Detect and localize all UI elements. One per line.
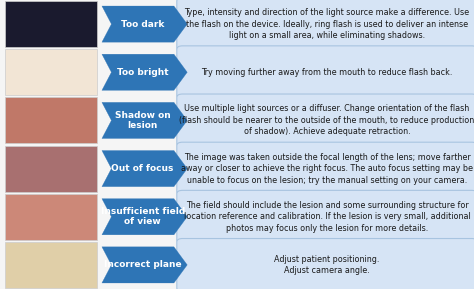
Polygon shape <box>102 199 187 235</box>
FancyBboxPatch shape <box>177 238 474 289</box>
Text: Try moving further away from the mouth to reduce flash back.: Try moving further away from the mouth t… <box>201 68 453 77</box>
Text: Insufficient field
of view: Insufficient field of view <box>100 207 185 227</box>
Text: Too bright: Too bright <box>117 68 168 77</box>
FancyBboxPatch shape <box>5 194 97 240</box>
FancyBboxPatch shape <box>177 190 474 243</box>
Text: Type, intensity and direction of the light source make a difference. Use
the fla: Type, intensity and direction of the lig… <box>184 8 470 40</box>
FancyBboxPatch shape <box>5 242 97 288</box>
FancyBboxPatch shape <box>177 0 474 51</box>
Text: Shadow on
lesion: Shadow on lesion <box>115 111 171 130</box>
Text: Incorrect plane: Incorrect plane <box>104 260 182 269</box>
Text: The field should include the lesion and some surrounding structure for
location : The field should include the lesion and … <box>184 201 470 233</box>
Polygon shape <box>102 151 187 187</box>
FancyBboxPatch shape <box>5 146 97 192</box>
FancyBboxPatch shape <box>5 49 97 95</box>
Polygon shape <box>102 54 187 90</box>
FancyBboxPatch shape <box>5 97 97 143</box>
FancyBboxPatch shape <box>177 142 474 195</box>
FancyBboxPatch shape <box>177 46 474 99</box>
Text: Out of focus: Out of focus <box>111 164 174 173</box>
FancyBboxPatch shape <box>177 94 474 147</box>
Text: Adjust patient positioning.
Adjust camera angle.: Adjust patient positioning. Adjust camer… <box>274 255 380 275</box>
Polygon shape <box>102 102 187 138</box>
Polygon shape <box>102 6 187 42</box>
Text: Too dark: Too dark <box>121 20 164 29</box>
Text: Use multiple light sources or a diffuser. Change orientation of the flash
(flash: Use multiple light sources or a diffuser… <box>180 104 474 136</box>
Text: The image was taken outside the focal length of the lens; move farther
away or c: The image was taken outside the focal le… <box>181 153 473 185</box>
Polygon shape <box>102 247 187 283</box>
FancyBboxPatch shape <box>5 1 97 47</box>
